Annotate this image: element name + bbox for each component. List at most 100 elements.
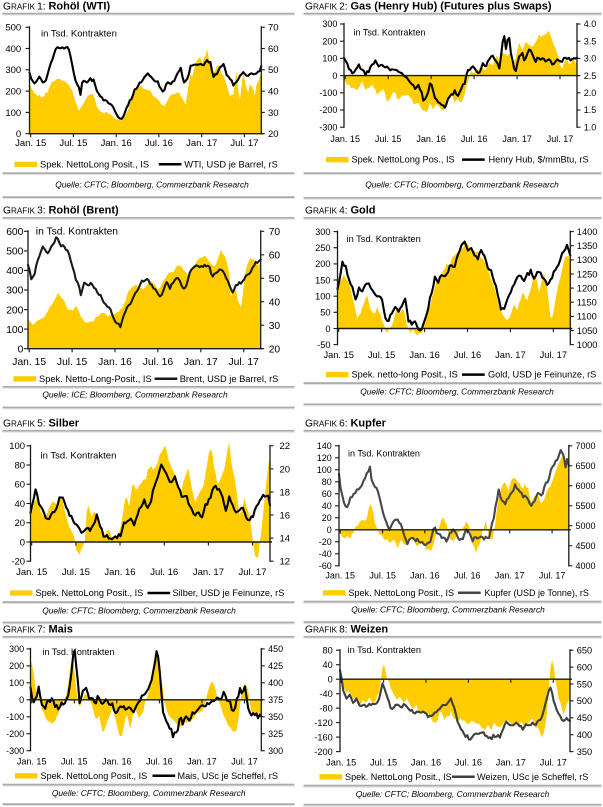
svg-text:Jul. 17: Jul. 17: [540, 757, 567, 767]
svg-text:GRAFIK 6: Kupfer: GRAFIK 6: Kupfer: [305, 417, 387, 429]
svg-text:20: 20: [268, 129, 279, 140]
svg-text:Jan. 15: Jan. 15: [323, 350, 354, 360]
svg-text:500: 500: [5, 23, 21, 34]
svg-text:200: 200: [5, 87, 21, 98]
svg-text:GRAFIK 4: Gold: GRAFIK 4: Gold: [305, 205, 376, 217]
svg-text:Brent, USD je Barrel, rS: Brent, USD je Barrel, rS: [180, 374, 279, 384]
svg-text:1.5: 1.5: [584, 105, 597, 115]
svg-text:16: 16: [280, 511, 291, 522]
svg-text:1150: 1150: [577, 298, 597, 308]
svg-text:300: 300: [9, 644, 24, 654]
svg-text:0: 0: [16, 129, 21, 140]
svg-text:Jul. 15: Jul. 15: [370, 757, 397, 767]
svg-text:WTI, USD je Barrel, rS: WTI, USD je Barrel, rS: [184, 159, 277, 169]
svg-text:0: 0: [18, 344, 24, 355]
svg-text:Spek. NettoLong Posit., IS: Spek. NettoLong Posit., IS: [345, 772, 452, 782]
svg-text:Jan. 15: Jan. 15: [16, 567, 47, 578]
svg-text:60: 60: [268, 44, 279, 55]
svg-text:30: 30: [268, 108, 279, 119]
svg-text:80: 80: [15, 461, 26, 472]
svg-text:Quelle: CFTC; Bloomberg, Comme: Quelle: CFTC; Bloomberg, Commerzbank Res…: [52, 788, 246, 798]
svg-text:Mais, USc je Scheffel, rS: Mais, USc je Scheffel, rS: [178, 771, 278, 781]
svg-text:70: 70: [269, 227, 281, 238]
svg-text:6500: 6500: [576, 461, 596, 471]
svg-text:Jan. 16: Jan. 16: [101, 138, 132, 149]
svg-text:Jul. 16: Jul. 16: [150, 567, 178, 578]
svg-text:200: 200: [9, 661, 24, 671]
svg-text:Jul. 16: Jul. 16: [143, 357, 174, 368]
svg-text:Henry Hub, $/mmBtu, rS: Henry Hub, $/mmBtu, rS: [489, 155, 589, 165]
svg-text:Jan. 17: Jan. 17: [502, 134, 532, 144]
svg-text:Quelle: CFTC; Bloomberg, Comme: Quelle: CFTC; Bloomberg, Commerzbank Res…: [42, 606, 236, 616]
svg-text:200: 200: [315, 259, 331, 269]
svg-text:Spek. NettoLong Posit., IS: Spek. NettoLong Posit., IS: [40, 159, 149, 169]
svg-text:Jul. 16: Jul. 16: [146, 756, 173, 766]
svg-text:Jul. 15: Jul. 15: [62, 567, 90, 578]
svg-text:300: 300: [322, 19, 337, 29]
svg-text:20: 20: [280, 464, 291, 475]
svg-text:-40: -40: [319, 689, 332, 699]
svg-text:2.5: 2.5: [584, 71, 597, 81]
svg-text:425: 425: [268, 661, 283, 671]
svg-text:250: 250: [315, 243, 331, 253]
svg-text:Jan. 15: Jan. 15: [330, 134, 360, 144]
svg-text:22: 22: [280, 441, 291, 452]
svg-text:350: 350: [268, 712, 283, 722]
svg-text:Jan. 16: Jan. 16: [411, 757, 441, 767]
svg-text:Jul. 17: Jul. 17: [229, 357, 260, 368]
svg-text:300: 300: [268, 746, 283, 756]
svg-text:1300: 1300: [577, 255, 598, 265]
svg-text:2.0: 2.0: [584, 88, 597, 98]
svg-text:GRAFIK 2: Gas (Henry Hub) (Fut: GRAFIK 2: Gas (Henry Hub) (Futures plus …: [305, 0, 552, 12]
svg-text:-200: -200: [314, 747, 332, 757]
svg-text:Quelle: ICE; Bloomberg, Commer: Quelle: ICE; Bloomberg, Commerzbank Rese…: [42, 390, 228, 400]
svg-text:GRAFIK 1: Rohöl (WTI): GRAFIK 1: Rohöl (WTI): [3, 0, 110, 12]
svg-text:40: 40: [15, 499, 26, 510]
svg-text:GRAFIK 5: Silber: GRAFIK 5: Silber: [3, 417, 80, 429]
svg-text:Spek. NettoLong Posit., IS: Spek. NettoLong Posit., IS: [41, 771, 148, 781]
svg-text:12: 12: [280, 557, 291, 568]
svg-text:1350: 1350: [577, 241, 598, 251]
svg-text:Jul. 15: Jul. 15: [368, 350, 395, 360]
svg-text:in Tsd. Kontrakten: in Tsd. Kontrakten: [348, 448, 420, 458]
svg-text:Jul. 17: Jul. 17: [539, 570, 566, 580]
svg-text:200: 200: [6, 305, 23, 316]
svg-text:150: 150: [315, 275, 331, 285]
svg-text:-40: -40: [319, 549, 332, 559]
svg-text:20: 20: [15, 518, 26, 529]
svg-text:0: 0: [19, 695, 24, 705]
svg-text:Quelle: CFTC; Bloomberg, Comme: Quelle: CFTC; Bloomberg, Commerzbank Res…: [55, 180, 249, 190]
svg-text:4.0: 4.0: [584, 19, 597, 29]
svg-text:Gold, USD je Feinunze, rS: Gold, USD je Feinunze, rS: [488, 370, 596, 380]
svg-text:in Tsd. Kontrakten: in Tsd. Kontrakten: [348, 645, 421, 655]
svg-text:300: 300: [6, 286, 23, 297]
svg-text:3.0: 3.0: [584, 54, 597, 64]
svg-text:50: 50: [320, 308, 330, 318]
svg-text:20: 20: [269, 344, 281, 355]
svg-text:80: 80: [322, 477, 332, 487]
svg-text:Quelle: CFTC; Bloomberg, Comme: Quelle: CFTC; Bloomberg, Commerzbank Res…: [356, 789, 550, 799]
svg-text:-50: -50: [317, 340, 330, 350]
svg-text:60: 60: [269, 251, 281, 262]
svg-text:3.5: 3.5: [584, 36, 597, 46]
svg-text:Jul. 17: Jul. 17: [231, 756, 258, 766]
svg-text:70: 70: [268, 23, 279, 34]
svg-text:Jul. 16: Jul. 16: [454, 350, 481, 360]
svg-text:Quelle: CFTC; Bloomberg, Comme: Quelle: CFTC; Bloomberg, Commerzbank Res…: [351, 605, 545, 615]
svg-text:400: 400: [268, 678, 283, 688]
svg-text:140: 140: [317, 441, 332, 451]
svg-text:50: 50: [268, 65, 279, 76]
svg-text:Jan. 15: Jan. 15: [325, 570, 355, 580]
svg-text:5500: 5500: [576, 501, 596, 511]
svg-text:400: 400: [6, 266, 23, 277]
svg-text:-60: -60: [319, 561, 332, 571]
svg-text:500: 500: [577, 696, 592, 706]
svg-text:40: 40: [269, 297, 281, 308]
svg-text:Quelle: CFTC; Bloomberg, Comme: Quelle: CFTC; Bloomberg, Commerzbank Res…: [360, 386, 554, 396]
svg-text:100: 100: [317, 465, 332, 475]
svg-text:-20: -20: [319, 537, 332, 547]
svg-text:Jul. 17: Jul. 17: [547, 134, 574, 144]
svg-text:550: 550: [577, 679, 592, 689]
svg-text:-80: -80: [319, 704, 332, 714]
svg-text:100: 100: [9, 678, 24, 688]
